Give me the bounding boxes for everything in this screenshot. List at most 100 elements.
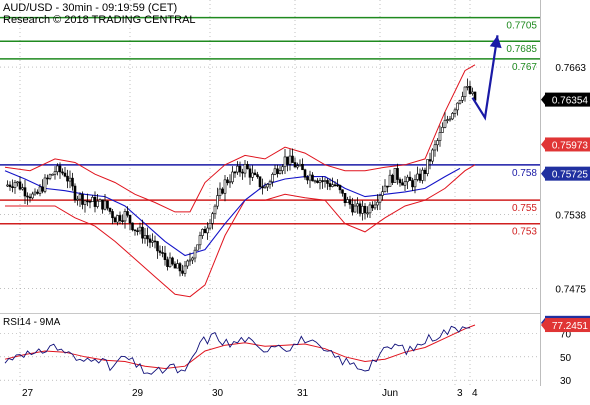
price-tick-label: 0.7538 xyxy=(555,210,586,221)
candle-body xyxy=(248,168,252,178)
candle-body xyxy=(346,199,349,203)
candle-body xyxy=(281,166,284,171)
candle-body xyxy=(36,191,39,194)
candle-body xyxy=(181,270,184,274)
moving-average xyxy=(4,167,461,257)
candle-body xyxy=(243,164,247,174)
candle-body xyxy=(226,179,229,184)
candle-body xyxy=(471,91,474,94)
candle-body xyxy=(166,259,169,267)
level-label: 0.758 xyxy=(512,168,537,179)
candle-body xyxy=(141,226,144,239)
candle-body xyxy=(176,263,179,269)
bollinger-upper xyxy=(4,64,476,213)
candle-body xyxy=(46,177,49,180)
candle-body xyxy=(246,164,249,170)
candle-body xyxy=(343,192,347,203)
candle-body xyxy=(206,227,209,234)
candle-body xyxy=(23,187,27,197)
candle-body xyxy=(401,182,404,186)
candle-body xyxy=(183,265,187,274)
forecast-arrow-head xyxy=(489,35,502,49)
candle-body xyxy=(131,222,134,231)
candle-body xyxy=(378,195,382,203)
candle-body xyxy=(266,184,269,188)
candle-body xyxy=(406,176,409,183)
candle-body xyxy=(423,169,427,174)
candle-body xyxy=(348,199,352,205)
level-label: 0.755 xyxy=(512,203,537,214)
rsi-lines xyxy=(4,324,476,375)
moving-average-line xyxy=(4,167,461,257)
candle-body xyxy=(81,194,84,205)
candle-body xyxy=(258,176,262,187)
candle-body xyxy=(336,184,339,187)
candle-body xyxy=(71,177,74,187)
candle-body xyxy=(291,155,294,163)
candle-body xyxy=(456,102,459,111)
candle-body xyxy=(286,156,289,165)
candle-body xyxy=(128,214,132,224)
candle-body xyxy=(441,127,444,133)
rsi-axis: 30 50 70 xyxy=(560,330,572,388)
candle-body xyxy=(58,165,62,173)
rsi-tick-label: 70 xyxy=(560,330,572,341)
candle-body xyxy=(306,176,309,181)
candle-body xyxy=(381,191,384,196)
candle-body xyxy=(233,171,237,174)
price-tag-label: 0.75725 xyxy=(552,170,589,181)
candle-body xyxy=(161,252,164,254)
candle-body xyxy=(436,140,439,146)
candle-body xyxy=(433,144,437,151)
candle-body xyxy=(98,199,102,202)
candle-body xyxy=(296,165,299,168)
candle-body xyxy=(198,235,202,246)
candle-body xyxy=(41,186,44,192)
candle-body xyxy=(311,174,314,182)
candle-body xyxy=(51,173,54,176)
candle-body xyxy=(31,193,34,199)
candle-body xyxy=(83,200,87,205)
candle-body xyxy=(228,181,232,184)
candle-body xyxy=(341,189,344,194)
price-tick-label: 0.7663 xyxy=(555,63,586,74)
candle-body xyxy=(28,196,32,199)
price-tag-pointer xyxy=(541,94,545,105)
forecast-arrow xyxy=(471,35,502,121)
candle-body xyxy=(426,159,429,174)
candle-body xyxy=(273,168,277,175)
candle-body xyxy=(93,196,97,207)
candles xyxy=(6,78,477,277)
candle-body xyxy=(78,194,82,200)
candle-body xyxy=(193,249,197,259)
candle-body xyxy=(298,163,302,166)
candle-body xyxy=(448,118,452,121)
rsi-line xyxy=(4,325,471,375)
time-tick-label: 27 xyxy=(22,388,34,399)
candle-body xyxy=(351,204,354,213)
candle-body xyxy=(16,181,19,184)
candle-body xyxy=(376,201,379,206)
candle-body xyxy=(251,172,254,178)
level-label: 0.753 xyxy=(512,227,537,238)
candle-body xyxy=(428,159,432,162)
candle-body xyxy=(38,186,42,194)
candle-body xyxy=(308,174,312,181)
candle-body xyxy=(18,181,22,190)
candle-body xyxy=(403,181,407,186)
candle-body xyxy=(68,177,72,182)
candle-body xyxy=(103,200,107,210)
candle-body xyxy=(413,179,417,188)
rsi-title: RSI14 - 9MA xyxy=(3,317,61,328)
candle-body xyxy=(196,244,199,251)
candle-body xyxy=(256,174,259,178)
candle-body xyxy=(66,175,69,182)
candle-body xyxy=(201,228,204,236)
price-tag-box xyxy=(545,166,590,181)
chart-credit: Research © 2018 TRADING CENTRAL xyxy=(3,14,196,26)
candle-body xyxy=(48,174,52,179)
candle-body xyxy=(96,200,99,207)
candle-body xyxy=(123,211,127,222)
candle-body xyxy=(328,183,332,187)
candle-body xyxy=(338,185,342,191)
